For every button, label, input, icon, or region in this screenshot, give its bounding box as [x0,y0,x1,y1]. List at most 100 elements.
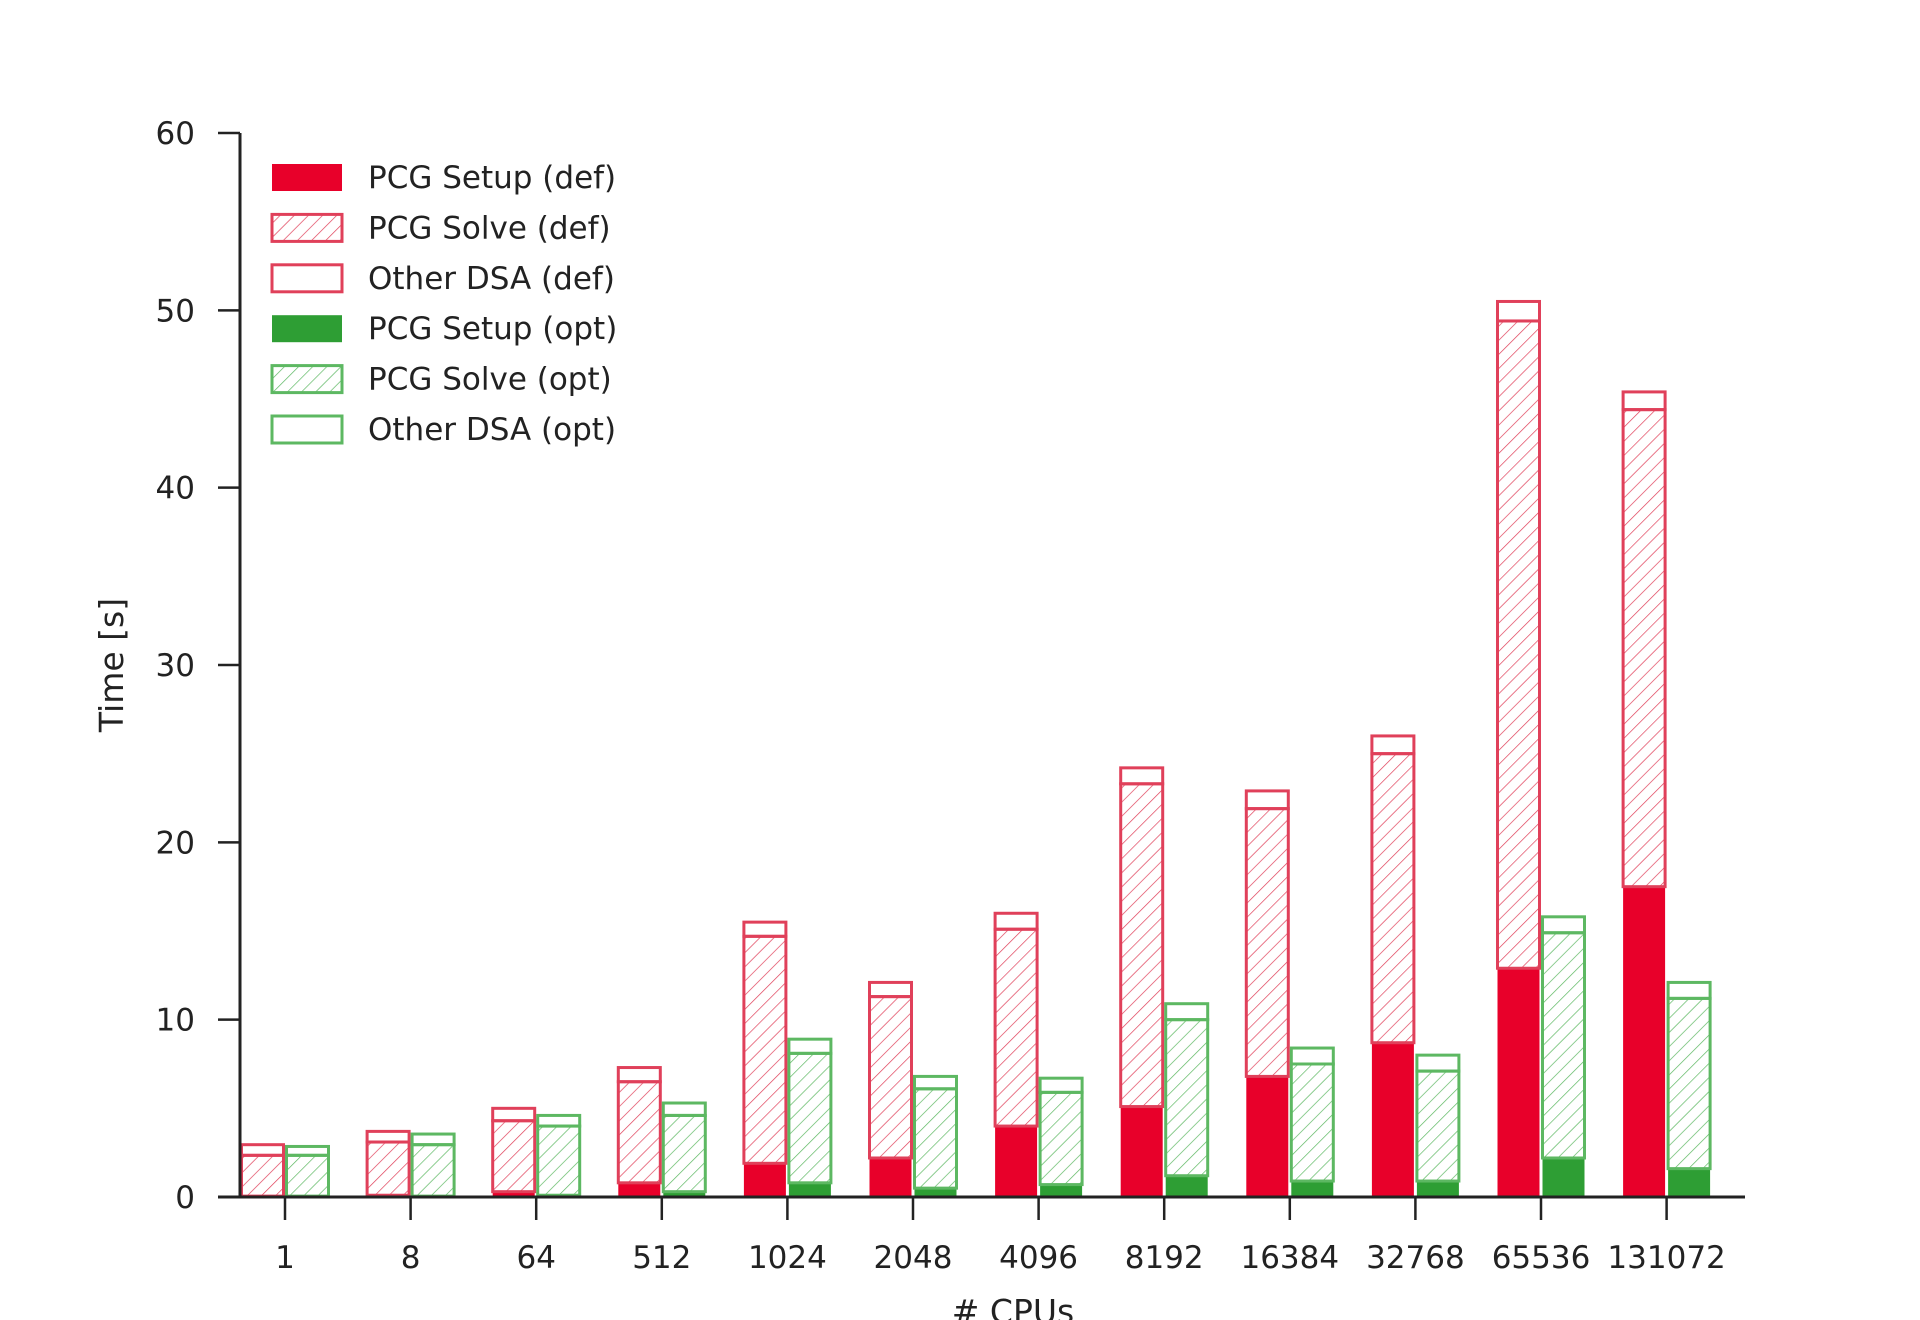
bar-def-solid-64 [492,1191,535,1197]
bar-def-hatch-64 [491,1119,537,1194]
bar-opt-hatch-8 [410,1143,456,1198]
bar-def-outline-131072 [1621,390,1667,412]
legend-label: PCG Setup (opt) [368,311,617,347]
bar-def-outline-1 [240,1143,285,1157]
x-tick-label: 8 [401,1240,421,1276]
legend: PCG Setup (def) PCG Solve (def) Other DSA … [270,160,617,448]
x-tick-label: 131072 [1607,1240,1725,1276]
legend-label: Other DSA (opt) [368,412,616,448]
bar-opt-hatch-16384 [1289,1062,1335,1183]
bar-def-hatch-4096 [993,927,1039,1128]
legend-swatch-def-hatch [270,212,344,243]
bar-def-outline-8 [365,1129,411,1144]
bar-opt-solid-512 [663,1191,706,1197]
legend-label: Other DSA (def) [368,261,615,297]
bar-def-solid-512 [618,1182,661,1197]
bar-opt-hatch-512 [661,1113,707,1194]
bar-opt-outline-8 [410,1132,456,1147]
bar-opt-solid-1024 [788,1182,831,1197]
bar-opt-solid-2048 [914,1188,957,1197]
y-tick-label: 60 [156,116,195,152]
bar-def-hatch-8 [365,1140,411,1197]
legend-swatch-opt-hatch [270,364,344,395]
legend-label: PCG Solve (opt) [368,362,612,398]
x-tick-label: 8192 [1125,1240,1204,1276]
bar-def-hatch-8192 [1119,782,1165,1109]
legend-label: PCG Setup (def) [368,160,616,196]
bar-opt-outline-1024 [787,1037,833,1055]
bars-layer [240,299,1712,1198]
bar-opt-hatch-32768 [1415,1069,1461,1183]
bar-def-solid-2048 [869,1157,912,1197]
bar-def-solid-65536 [1497,968,1540,1197]
bar-opt-outline-8192 [1164,1002,1210,1022]
y-axis-title: Time [s] [92,598,131,733]
bar-opt-outline-512 [661,1101,707,1117]
x-axis-title: # CPUs [952,1292,1074,1320]
legend-swatch-def-solid [272,164,342,191]
y-tick-label: 0 [175,1180,195,1216]
bar-def-outline-65536 [1496,299,1541,323]
bar-opt-solid-4096 [1040,1184,1083,1197]
bar-def-hatch-32768 [1370,752,1416,1045]
x-tick-label: 1024 [748,1240,827,1276]
bar-opt-outline-1 [285,1144,330,1157]
legend-swatch-opt-outline [270,414,344,445]
bar-opt-solid-16384 [1291,1181,1334,1197]
bar-def-hatch-131072 [1621,408,1667,889]
bar-def-hatch-16384 [1244,807,1290,1078]
bar-def-solid-8192 [1120,1106,1163,1197]
bar-opt-outline-4096 [1038,1076,1084,1094]
bar-def-hatch-1 [240,1153,285,1198]
x-tick-label: 32768 [1366,1240,1465,1276]
bar-def-hatch-1024 [742,934,788,1165]
bar-def-outline-512 [616,1066,662,1084]
bar-opt-outline-32768 [1415,1053,1461,1073]
bar-def-solid-4096 [995,1126,1038,1197]
x-tick-label: 4096 [999,1240,1078,1276]
bar-def-outline-16384 [1244,789,1290,811]
axes-layer: 0 10 20 30 40 50 60 1 8 64 512 1024 2048 4096 8192 1638… [92,116,1745,1320]
bar-opt-solid-65536 [1542,1157,1585,1197]
x-tick-label: 1 [275,1240,295,1276]
y-tick-label: 20 [156,825,195,861]
bar-opt-hatch-2048 [913,1087,958,1190]
bar-opt-solid-32768 [1416,1181,1459,1197]
bar-opt-hatch-65536 [1541,931,1586,1160]
x-tick-label: 512 [632,1240,691,1276]
bar-def-solid-16384 [1246,1076,1289,1197]
legend-swatch-def-outline [270,263,344,294]
bar-opt-outline-131072 [1666,980,1712,1000]
y-tick-label: 10 [156,1003,195,1039]
bar-opt-hatch-4096 [1038,1090,1084,1187]
bar-def-outline-64 [491,1106,537,1123]
bar-def-hatch-2048 [868,995,913,1160]
bar-opt-hatch-1 [285,1153,330,1198]
bar-def-outline-1024 [742,920,788,938]
y-tick-label: 40 [156,471,195,507]
bar-def-outline-2048 [868,980,913,999]
bar-opt-outline-16384 [1289,1046,1335,1066]
y-tick-label: 50 [156,293,195,329]
bar-opt-solid-8192 [1165,1175,1208,1197]
bar-opt-solid-131072 [1668,1168,1711,1197]
bar-opt-outline-2048 [913,1074,958,1091]
legend-swatch-opt-solid [272,315,342,343]
bar-opt-hatch-64 [536,1124,582,1197]
bar-def-hatch-512 [616,1080,662,1185]
bar-def-outline-32768 [1370,734,1416,756]
bar-opt-outline-64 [536,1113,582,1128]
bar-opt-hatch-131072 [1666,996,1712,1171]
legend-label: PCG Solve (def) [368,210,611,246]
bar-def-solid-131072 [1623,886,1666,1197]
bar-opt-hatch-8192 [1164,1018,1210,1178]
bar-opt-hatch-1024 [787,1051,833,1185]
bar-def-outline-4096 [993,911,1039,931]
y-tick-label: 30 [156,648,195,684]
bar-def-solid-1024 [743,1163,786,1197]
bar-opt-outline-65536 [1541,915,1586,935]
x-tick-label: 16384 [1240,1240,1339,1276]
x-tick-label: 64 [516,1240,555,1276]
